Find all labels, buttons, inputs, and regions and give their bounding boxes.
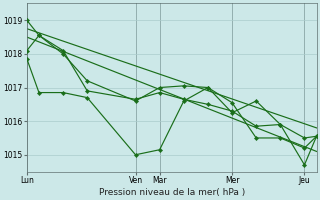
X-axis label: Pression niveau de la mer( hPa ): Pression niveau de la mer( hPa ) <box>99 188 245 197</box>
